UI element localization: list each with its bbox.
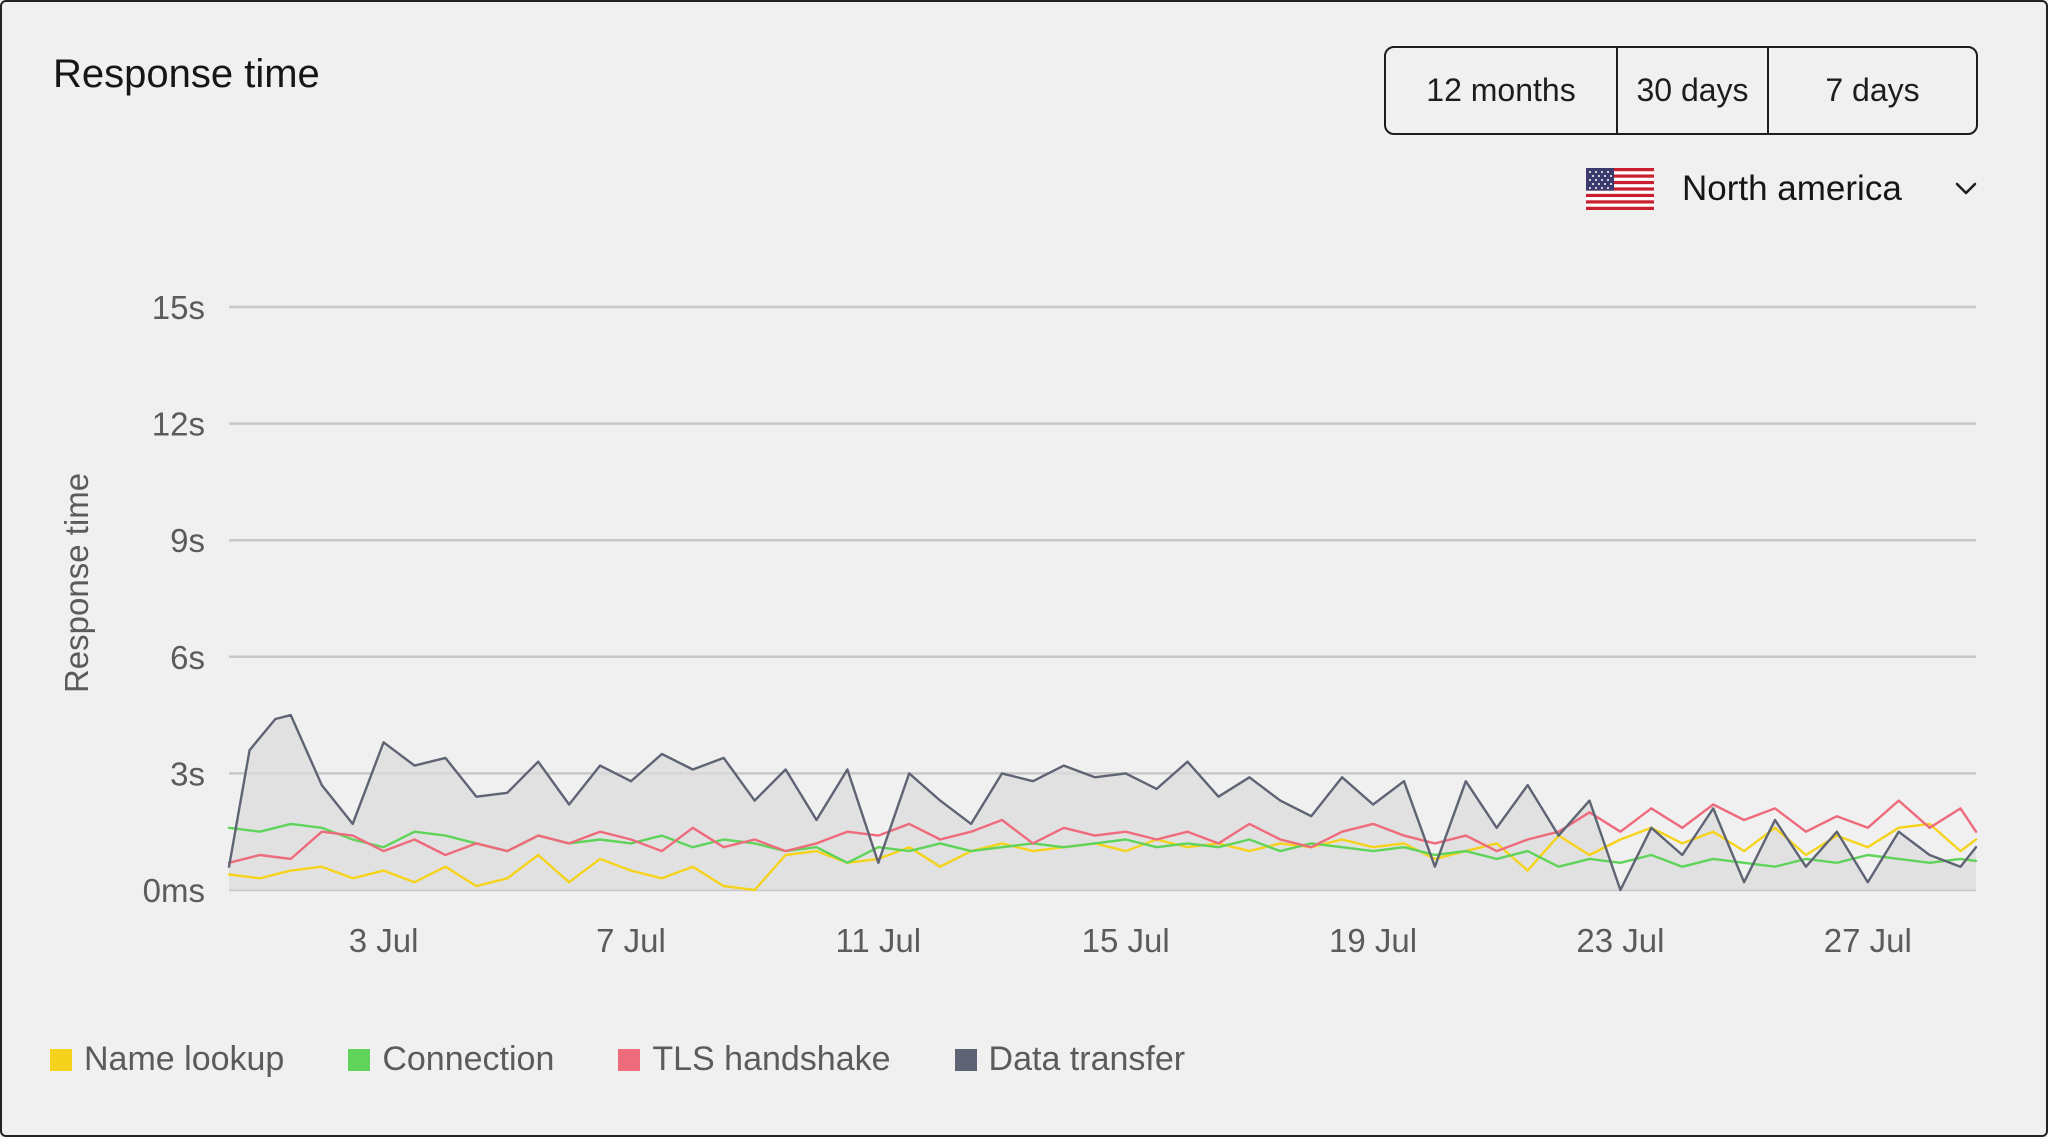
y-tick-label: 0ms bbox=[143, 872, 205, 909]
y-axis-ticks: 0ms 3s 6s 9s 12s 15s bbox=[143, 289, 205, 909]
legend-tls-handshake[interactable]: TLS handshake bbox=[618, 1040, 891, 1079]
data-transfer-area bbox=[229, 715, 1976, 890]
legend-swatch-connection bbox=[348, 1048, 371, 1071]
legend-label: TLS handshake bbox=[652, 1040, 891, 1078]
range-7-days-button[interactable]: 7 days bbox=[1767, 48, 1976, 133]
time-range-selector: 12 months 30 days 7 days bbox=[1384, 46, 1978, 135]
y-tick-label: 15s bbox=[152, 289, 205, 326]
legend-connection[interactable]: Connection bbox=[348, 1040, 554, 1079]
series-line-name-lookup bbox=[227, 822, 1978, 892]
legend-label: Data transfer bbox=[988, 1040, 1186, 1078]
series-lines bbox=[227, 713, 1978, 892]
range-12-months-button[interactable]: 12 months bbox=[1426, 72, 1576, 108]
region-dropdown[interactable]: North america bbox=[1586, 160, 1981, 218]
x-tick-label: 15 Jul bbox=[1082, 922, 1170, 959]
y-tick-label: 12s bbox=[152, 406, 205, 443]
x-tick-label: 19 Jul bbox=[1329, 922, 1417, 959]
legend-swatch-data-transfer bbox=[954, 1048, 977, 1071]
page-title: Response time bbox=[53, 52, 320, 96]
chevron-down-icon bbox=[1955, 182, 1977, 195]
x-tick-label: 23 Jul bbox=[1576, 922, 1664, 959]
x-tick-label: 11 Jul bbox=[836, 922, 922, 959]
chart-legend: Name lookup Connection TLS handshake Dat… bbox=[50, 1040, 1249, 1079]
x-axis-ticks: 3 Jul 7 Jul 11 Jul 15 Jul 19 Jul 23 Jul 27 Jul bbox=[349, 922, 1912, 959]
legend-name-lookup[interactable]: Name lookup bbox=[50, 1040, 284, 1079]
x-tick-label: 27 Jul bbox=[1824, 922, 1912, 959]
x-tick-label: 7 Jul bbox=[596, 922, 666, 959]
legend-data-transfer[interactable]: Data transfer bbox=[954, 1040, 1186, 1079]
region-label: North america bbox=[1682, 169, 1902, 208]
legend-swatch-name-lookup bbox=[50, 1048, 72, 1071]
series-line-data-transfer bbox=[227, 713, 1978, 892]
series-line-tls-handshake bbox=[227, 799, 1978, 864]
legend-label: Connection bbox=[382, 1040, 555, 1078]
legend-swatch-tls-handshake bbox=[618, 1048, 641, 1071]
y-tick-label: 6s bbox=[170, 639, 205, 676]
y-axis-label: Response time bbox=[58, 473, 95, 693]
y-tick-label: 9s bbox=[170, 522, 205, 559]
data-transfer-area-fill bbox=[229, 715, 1976, 890]
range-30-days-button[interactable]: 30 days bbox=[1616, 48, 1767, 133]
us-flag-icon bbox=[1586, 168, 1654, 210]
legend-label: Name lookup bbox=[84, 1040, 285, 1078]
y-tick-label: 3s bbox=[170, 755, 205, 792]
x-tick-label: 3 Jul bbox=[349, 922, 419, 959]
